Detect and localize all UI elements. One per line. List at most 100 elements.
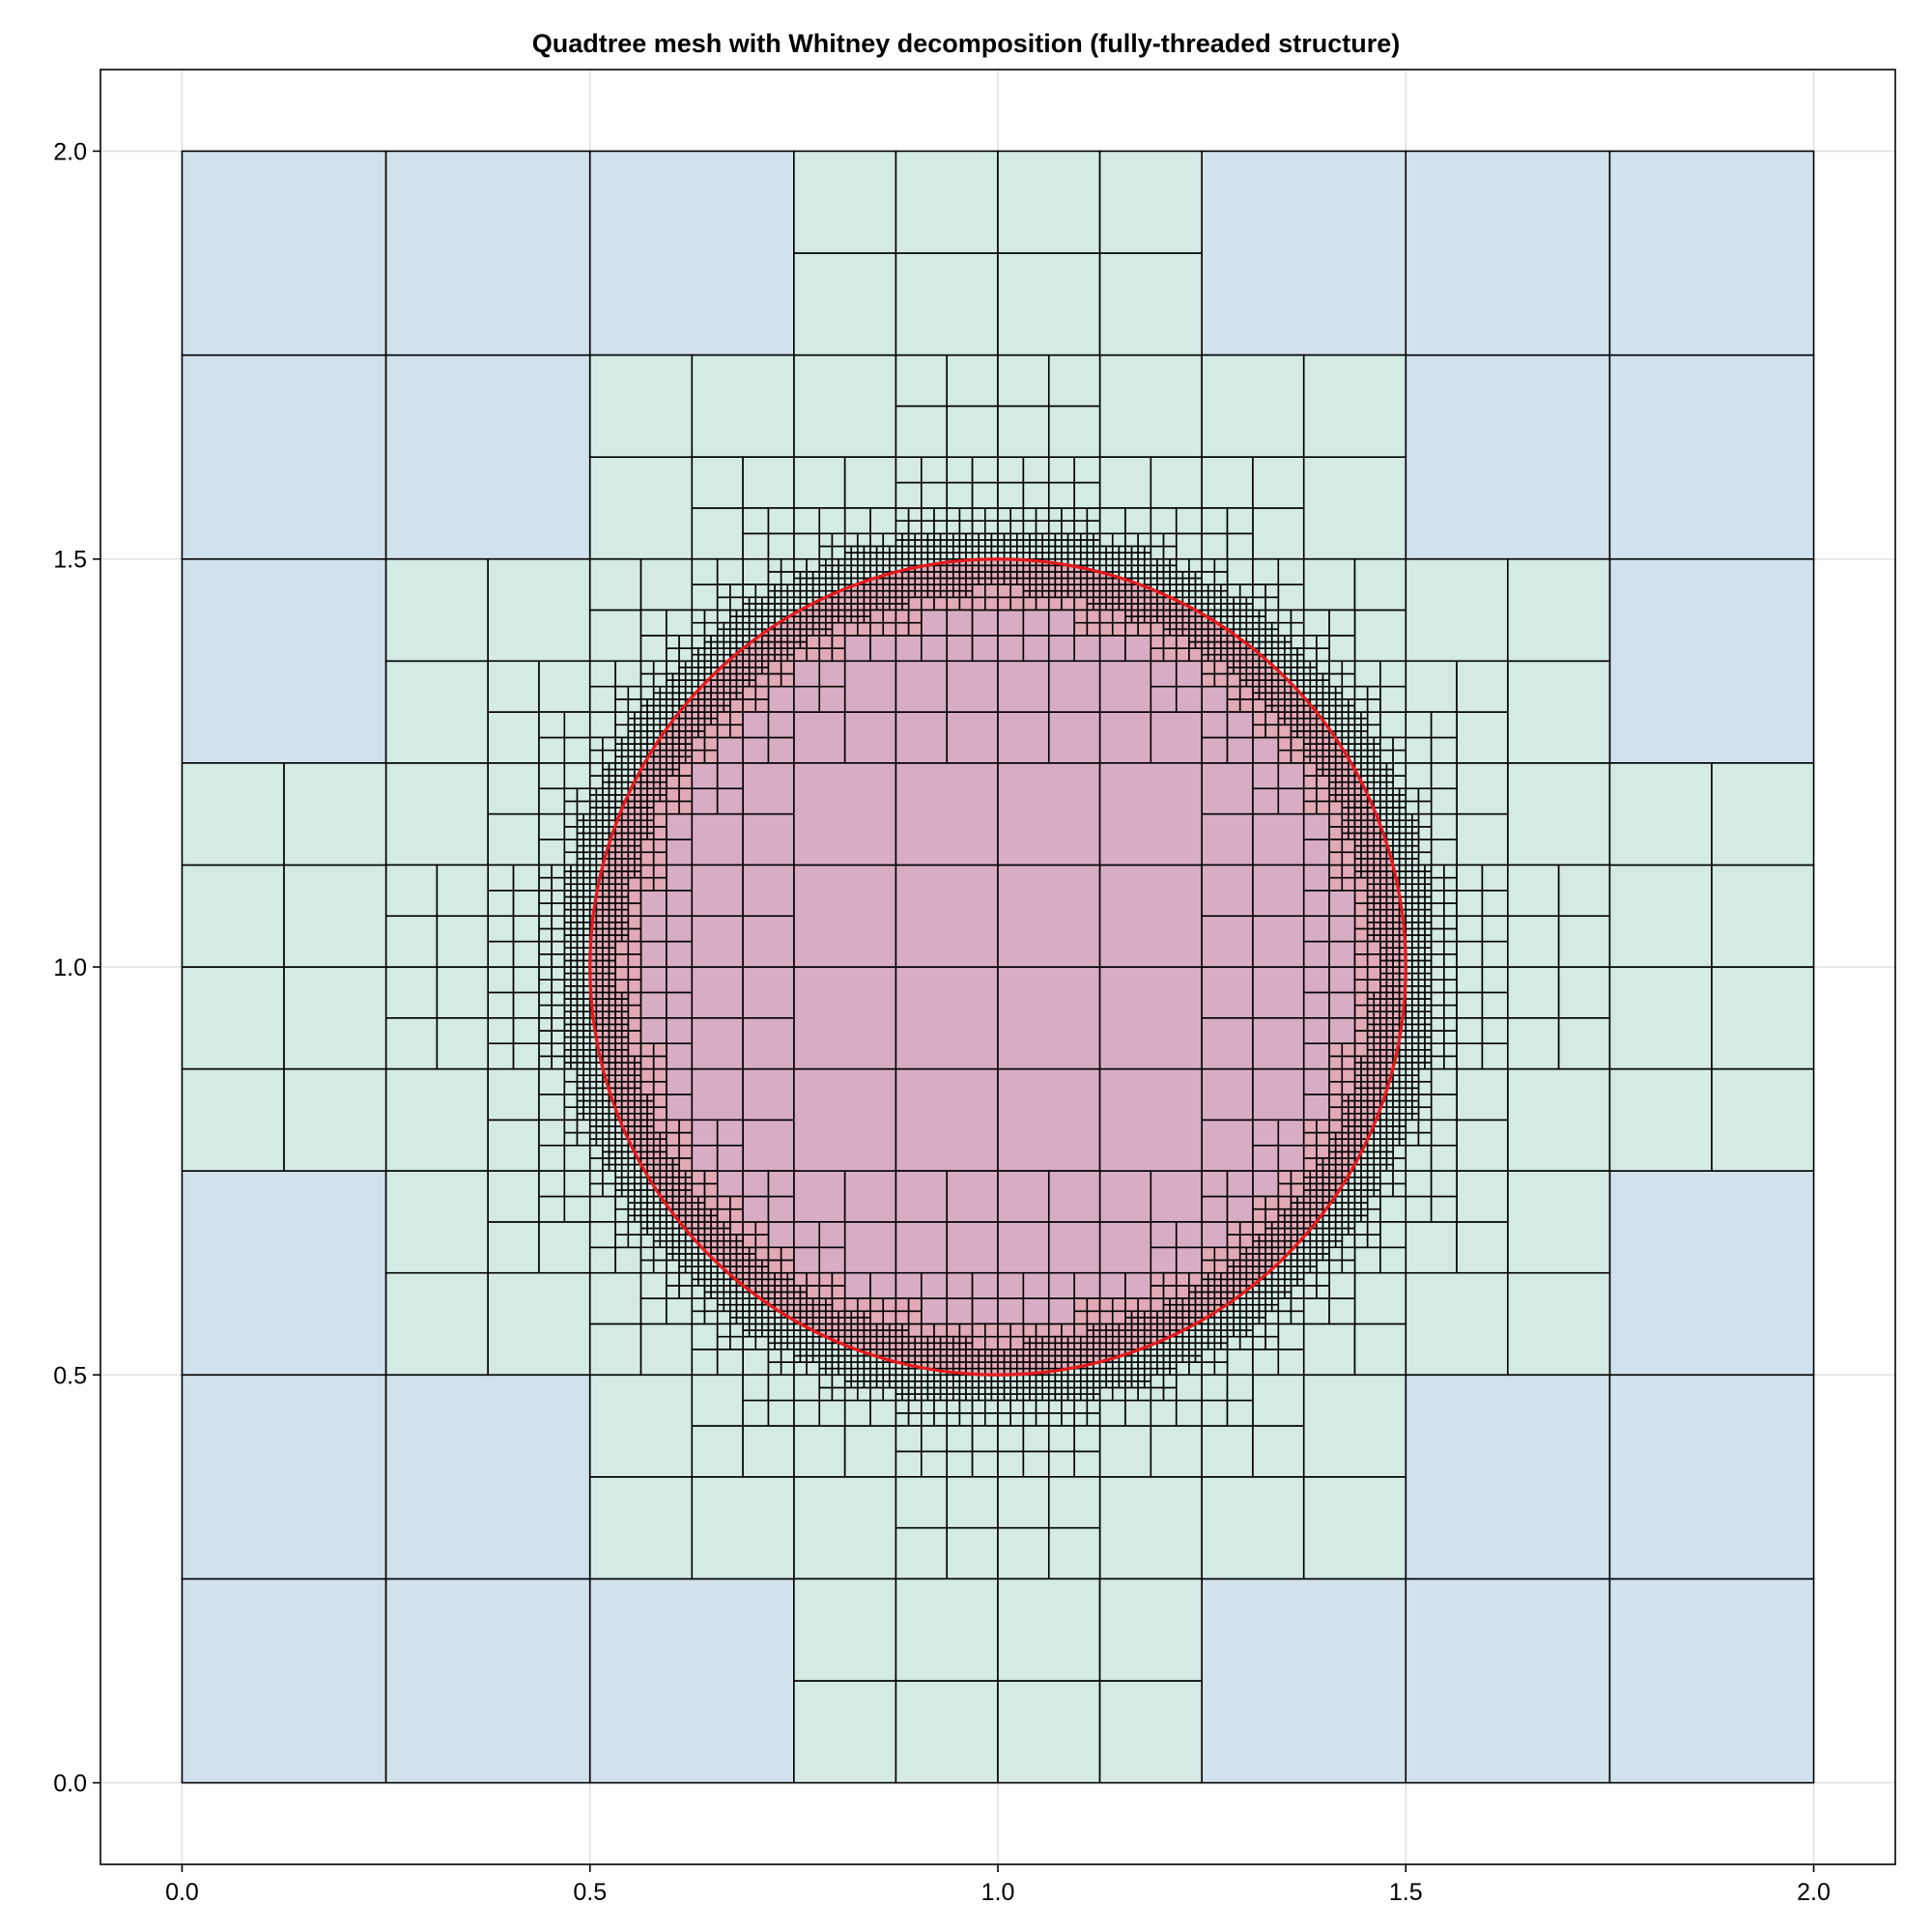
- quadtree-cell: [716, 1310, 731, 1325]
- quadtree-cell: [921, 1335, 929, 1345]
- quadtree-cell: [1093, 1335, 1101, 1345]
- quadtree-cell: [691, 1278, 699, 1287]
- quadtree-cell: [1041, 571, 1050, 580]
- quadtree-cell: [1341, 768, 1350, 777]
- quadtree-cell: [1366, 1010, 1376, 1019]
- quadtree-cell: [939, 552, 949, 560]
- quadtree-cell: [1150, 1246, 1178, 1274]
- quadtree-cell: [608, 998, 616, 1007]
- quadtree-cell: [774, 1317, 782, 1325]
- quadtree-cell: [703, 1297, 719, 1313]
- quadtree-cell: [1392, 819, 1401, 828]
- quadtree-cell: [1302, 1202, 1312, 1210]
- quadtree-cell: [684, 1208, 694, 1217]
- quadtree-cell: [799, 621, 808, 631]
- quadtree-cell: [671, 1239, 680, 1249]
- quadtree-cell: [1220, 1285, 1229, 1293]
- quadtree-cell: [1341, 1221, 1350, 1230]
- quadtree-cell: [1029, 1374, 1037, 1382]
- quadtree-cell: [723, 1239, 731, 1249]
- quadtree-cell: [1079, 539, 1089, 548]
- quadtree-cell: [582, 864, 591, 872]
- quadtree-cell: [843, 1354, 853, 1363]
- quadtree-cell: [703, 1195, 719, 1210]
- quadtree-cell: [1373, 768, 1381, 777]
- quadtree-cell: [614, 1246, 642, 1274]
- quadtree-cell: [875, 545, 885, 554]
- quadtree-cell: [1373, 998, 1381, 1007]
- quadtree-cell: [691, 1253, 699, 1262]
- quadtree-cell: [1385, 890, 1394, 898]
- quadtree-cell: [634, 755, 642, 764]
- quadtree-cell: [1385, 1106, 1394, 1115]
- quadtree-cell: [1379, 1062, 1388, 1070]
- quadtree-cell: [875, 1349, 885, 1357]
- quadtree-cell: [1143, 577, 1152, 585]
- quadtree-cell: [602, 800, 611, 809]
- quadtree-cell: [1188, 1349, 1197, 1357]
- quadtree-cell: [926, 1386, 935, 1395]
- quadtree-cell: [729, 698, 744, 713]
- quadtree-cell: [1290, 1278, 1298, 1287]
- quadtree-cell: [1392, 762, 1407, 777]
- quadtree-cell: [1022, 545, 1031, 554]
- quadtree-cell: [933, 577, 942, 585]
- quadtree-cell: [620, 1030, 630, 1038]
- quadtree-cell: [1143, 1335, 1152, 1345]
- quadtree-cell: [921, 1386, 929, 1395]
- quadtree-cell: [1309, 1246, 1318, 1255]
- quadtree-cell: [614, 940, 630, 955]
- quadtree-cell: [1105, 1349, 1114, 1357]
- quadtree-cell: [825, 1310, 834, 1319]
- quadtree-cell: [882, 589, 891, 599]
- quadtree-cell: [799, 615, 808, 624]
- quadtree-cell: [838, 564, 846, 573]
- quadtree-cell: [691, 717, 699, 726]
- quadtree-cell: [1220, 1278, 1229, 1287]
- quadtree-cell: [614, 743, 623, 752]
- quadtree-cell: [1417, 966, 1426, 975]
- quadtree-cell: [1316, 787, 1330, 803]
- quadtree-cell: [1290, 1253, 1298, 1262]
- quadtree-cell: [1328, 1208, 1337, 1217]
- quadtree-cell: [1398, 1087, 1407, 1095]
- quadtree-cell: [1316, 1157, 1324, 1166]
- quadtree-cell: [780, 653, 789, 663]
- quadtree-cell: [1181, 621, 1190, 631]
- quadtree-cell: [1252, 621, 1261, 631]
- quadtree-cell: [818, 1317, 827, 1325]
- quadtree-cell: [1284, 647, 1293, 656]
- quadtree-cell: [595, 1074, 604, 1083]
- quadtree-cell: [742, 621, 751, 631]
- quadtree-cell: [1385, 826, 1394, 835]
- quadtree-cell: [595, 1106, 604, 1115]
- quadtree-cell: [946, 1354, 954, 1363]
- quadtree-cell: [774, 653, 782, 663]
- quadtree-cell: [774, 609, 782, 617]
- quadtree-cell: [863, 1310, 871, 1319]
- quadtree-cell: [1047, 1335, 1057, 1345]
- quadtree-cell: [1233, 1259, 1241, 1267]
- quadtree-cell: [1385, 947, 1394, 955]
- quadtree-cell: [1270, 704, 1280, 713]
- quadtree-cell: [1111, 596, 1121, 605]
- quadtree-cell: [697, 653, 706, 663]
- quadtree-cell: [843, 456, 897, 509]
- quadtree-cell: [1360, 711, 1369, 720]
- quadtree-cell: [723, 621, 731, 631]
- quadtree-cell: [1353, 609, 1407, 663]
- quadtree-cell: [1233, 1329, 1241, 1338]
- quadtree-cell: [671, 1157, 680, 1166]
- quadtree-cell: [786, 653, 795, 663]
- quadtree-cell: [1175, 1271, 1190, 1287]
- quadtree-cell: [1238, 1310, 1248, 1319]
- quadtree-cell: [811, 621, 821, 631]
- quadtree-cell: [1321, 1227, 1330, 1236]
- quadtree-cell: [1417, 870, 1426, 879]
- quadtree-cell: [926, 532, 935, 541]
- quadtree-cell: [666, 1246, 674, 1255]
- quadtree-cell: [538, 864, 553, 879]
- quadtree-cell: [608, 1163, 616, 1172]
- chart-title: Quadtree mesh with Whitney decomposition…: [531, 29, 1401, 58]
- quadtree-cell: [639, 1144, 648, 1153]
